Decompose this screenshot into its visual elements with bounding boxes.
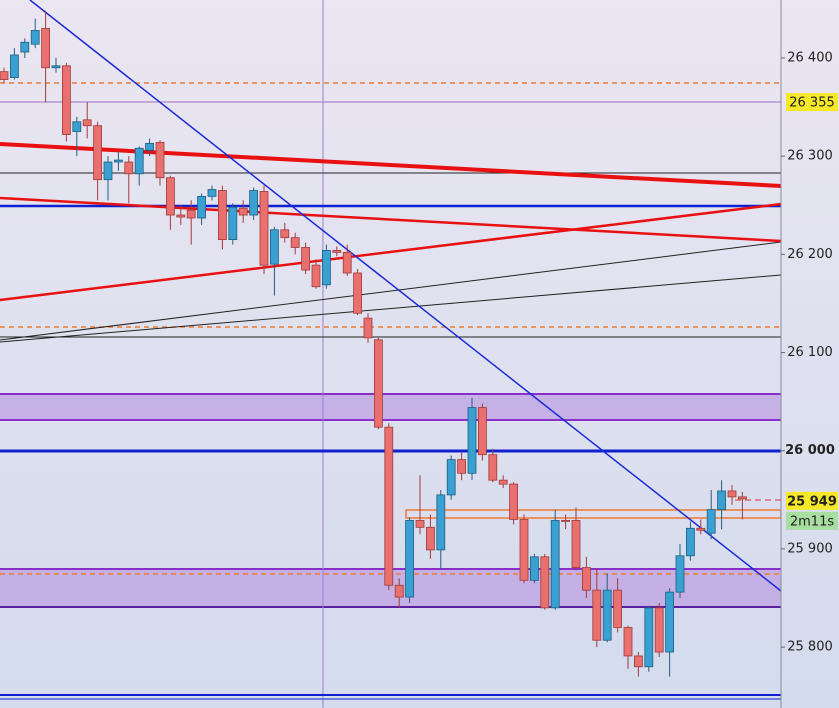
candle-body (207, 189, 217, 197)
candle-body (93, 125, 102, 181)
candle-body (228, 206, 238, 241)
candle-body (738, 496, 747, 500)
candle-body (124, 161, 134, 175)
y-axis: 25 800 25 900 26 000 26 100 26 200 26 300 26 4… (781, 50, 838, 655)
candle-body (353, 272, 363, 314)
candle-body (550, 520, 560, 609)
candle-body (0, 71, 9, 80)
candle-body (384, 426, 394, 586)
candle-body (373, 339, 383, 428)
candle-body (280, 229, 290, 239)
candle-body (405, 520, 415, 598)
price-badge-label: 26 355 (789, 96, 835, 111)
candle-body (363, 317, 373, 339)
candle-body (301, 247, 311, 271)
candle-body (571, 520, 581, 568)
candle-body (20, 41, 30, 53)
candle-body (259, 191, 269, 266)
y-tick-label: 26 200 (787, 247, 833, 262)
candle-body (706, 509, 716, 534)
candle-body (540, 556, 550, 609)
candle-body (114, 159, 123, 163)
candle-body (686, 527, 695, 557)
candle-body (519, 519, 529, 581)
candle-body (592, 589, 602, 641)
candle-body (290, 237, 300, 248)
candle-body (311, 264, 321, 288)
candle-body (498, 479, 508, 485)
candle-body (457, 459, 467, 474)
candle-body (186, 209, 196, 219)
candle-body (321, 250, 331, 286)
candle-body (644, 607, 654, 668)
zone (0, 394, 781, 420)
axis-panel (781, 0, 839, 708)
candle-body (176, 214, 186, 218)
price-badge (786, 491, 838, 510)
candle-body (582, 567, 591, 591)
candle-body (634, 655, 643, 668)
trendline (0, 142, 782, 188)
candle-body (342, 251, 352, 274)
candle-body (623, 627, 633, 657)
candle-body (217, 190, 227, 241)
candle-body (155, 141, 165, 179)
candle-body (602, 589, 612, 641)
candle-body (249, 190, 259, 216)
y-tick-label: 25 900 (787, 541, 833, 556)
y-tick-label: 26 300 (787, 149, 833, 164)
candle-body (332, 250, 342, 253)
candle-body (727, 490, 737, 498)
trendline (0, 241, 782, 341)
candle-body (62, 65, 71, 135)
candle-body (269, 229, 279, 265)
candle-body (9, 54, 19, 78)
candle-body (165, 177, 175, 216)
price-badge (786, 93, 838, 112)
candle-body (51, 65, 61, 69)
candle-body (665, 591, 674, 653)
candle-body (41, 28, 50, 69)
candle-body (436, 494, 446, 551)
candle-body (467, 407, 477, 474)
candle-body (415, 520, 425, 528)
countdown-badge (786, 511, 838, 530)
candle-body (134, 147, 144, 175)
candle-body (394, 584, 404, 598)
trendline (0, 202, 782, 302)
candle-body (675, 555, 685, 593)
candle-body (654, 607, 664, 653)
candle-body (530, 556, 539, 581)
candle-body (238, 207, 248, 216)
trendline (0, 196, 782, 243)
candle-body (509, 483, 519, 520)
candle-body (425, 526, 435, 551)
candle-body (82, 119, 92, 127)
candle-body (197, 195, 207, 219)
candle-body (72, 121, 82, 132)
candle-body (613, 589, 622, 628)
y-tick-label: 26 000 (785, 443, 835, 458)
y-tick-label: 25 800 (787, 640, 833, 655)
candle-body (30, 30, 40, 45)
countdown: 2m11s (790, 514, 834, 529)
trendline (0, 274, 782, 343)
trendline (29, 0, 782, 592)
y-tick-label: 26 100 (787, 345, 833, 360)
candle-body (488, 454, 498, 481)
candle-body (477, 407, 487, 456)
candle-body (561, 520, 570, 522)
price-badge-label: 25 949 (787, 494, 837, 509)
candle-body (696, 527, 706, 531)
candle-body (446, 459, 456, 496)
candles (0, 10, 747, 677)
y-tick-label: 26 400 (787, 50, 833, 65)
candle-body (103, 161, 113, 181)
candle-body (717, 490, 726, 511)
candle-body (145, 142, 155, 151)
